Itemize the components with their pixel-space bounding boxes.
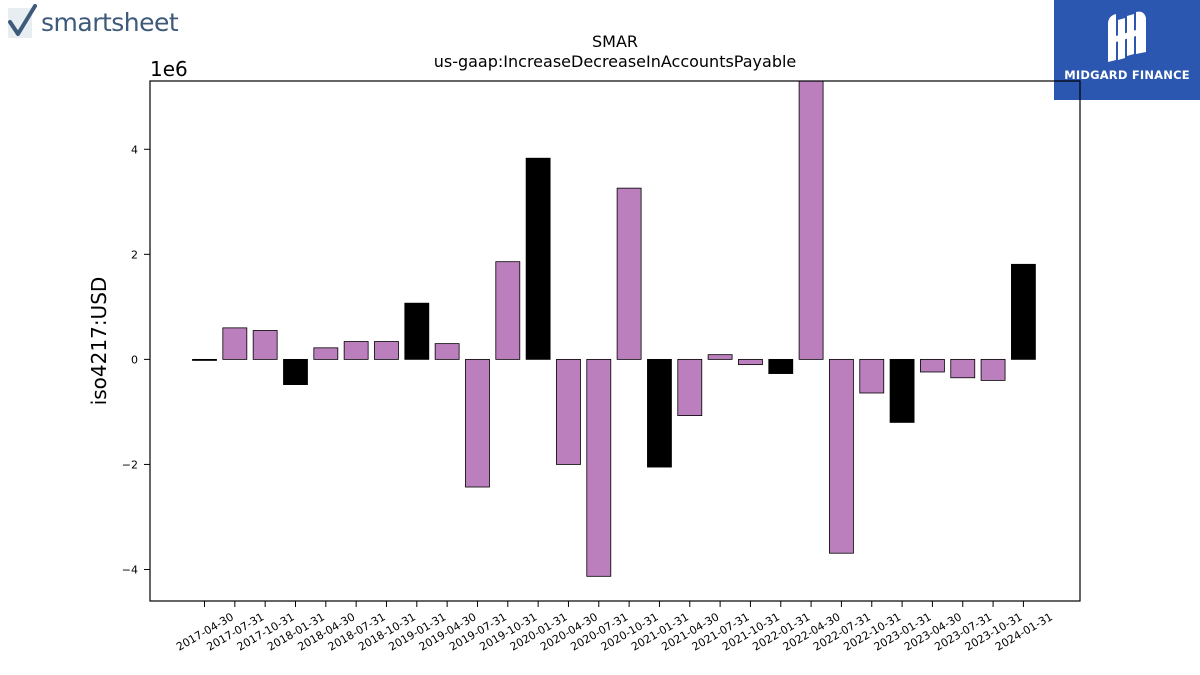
y-tick-label: 2 [131,248,138,261]
y-tick-label: −2 [122,458,138,471]
bar-2020-04-30 [556,358,581,465]
smartsheet-logo: smartsheet [6,4,179,40]
bar-2023-04-30 [920,358,945,373]
bar-2023-01-31 [889,358,915,423]
bar-2019-01-31 [404,302,430,360]
midgard-mark-icon [1108,11,1146,62]
bars-group [192,80,1036,577]
checkmark-logo-icon [8,4,37,38]
bar-2018-04-30 [313,347,339,360]
bar-2020-01-31 [525,157,551,360]
bar-2019-04-30 [434,343,460,360]
y-multiplier-label: 1e6 [150,57,188,81]
bar-2021-10-31 [738,358,763,366]
plot-frame [149,80,1081,602]
bar-2022-01-31 [768,358,794,374]
y-axis-label: iso4217:USD [87,277,111,406]
x-axis: 2017-04-302017-07-312017-10-312018-01-31… [174,601,1055,654]
bar-2023-10-31 [980,358,1006,381]
left-logo-text: smartsheet [41,7,179,37]
bar-2017-07-31 [222,327,248,360]
midgard-finance-logo: MIDGARD FINANCE [1054,0,1200,100]
bar-2017-10-31 [252,330,278,360]
chart-subtitle: us-gaap:IncreaseDecreaseInAccountsPayabl… [433,52,797,71]
bar-2022-07-31 [829,358,854,554]
bar-2023-07-31 [950,358,976,379]
bar-2018-07-31 [343,341,369,360]
y-axis: −4 −2 0 2 4 [122,143,150,576]
bar-2019-10-31 [495,261,521,360]
bar-2022-10-31 [859,358,885,394]
bar-2018-01-31 [283,358,308,385]
right-logo-text: MIDGARD FINANCE [1064,68,1190,82]
chart-title: SMAR [591,32,639,51]
y-tick-label: 4 [131,143,138,156]
bar-2022-04-30 [798,80,824,360]
bar-2017-04-30 [192,358,217,361]
bar-2021-01-31 [647,358,672,468]
bar-2021-04-30 [677,358,703,416]
bar-2021-07-31 [707,354,733,360]
y-tick-label: 0 [131,353,138,366]
bar-2018-10-31 [374,341,399,360]
bar-2019-07-31 [465,358,490,488]
y-tick-label: −4 [122,563,138,576]
bar-2024-01-31 [1011,263,1036,360]
bar-2020-07-31 [586,358,612,577]
bar-2020-10-31 [616,187,642,360]
